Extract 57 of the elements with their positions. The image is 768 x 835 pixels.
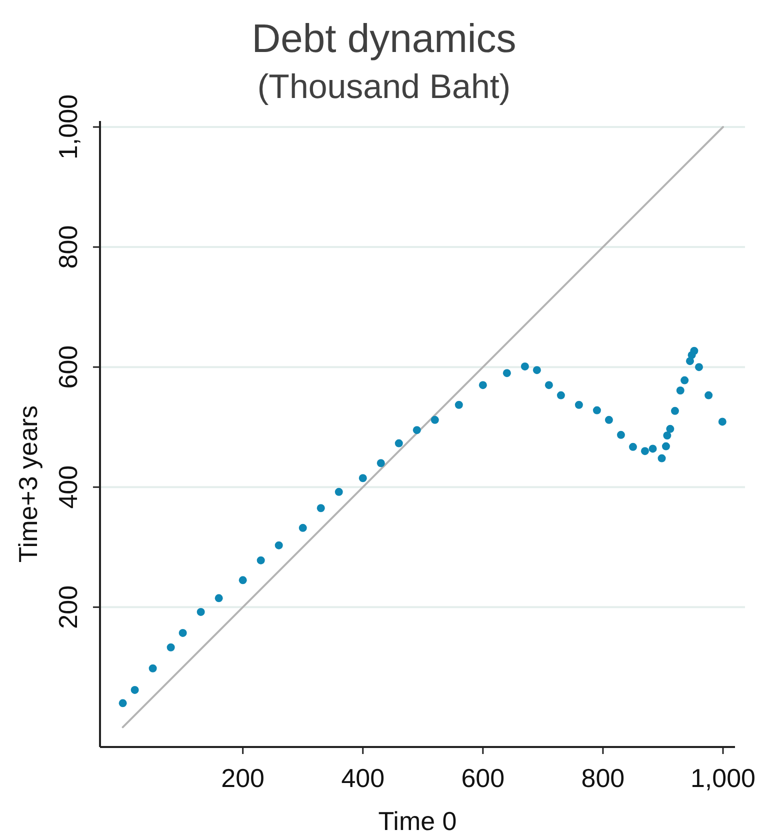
point: [148, 664, 157, 672]
point: [662, 442, 670, 450]
point: [574, 400, 583, 409]
point: [454, 400, 463, 409]
point: [592, 406, 601, 414]
point: [680, 376, 689, 384]
point: [520, 362, 529, 370]
x-axis-title: Time 0: [378, 806, 457, 835]
point: [694, 363, 703, 372]
point: [666, 424, 674, 433]
point: [556, 391, 565, 400]
point: [532, 366, 541, 374]
point: [478, 381, 487, 390]
point: [178, 628, 187, 637]
point: [544, 381, 553, 390]
point: [640, 447, 649, 456]
point: [704, 391, 713, 400]
point: [628, 442, 637, 451]
point: [376, 459, 385, 468]
point: [718, 418, 726, 426]
point: [214, 594, 223, 602]
point: [238, 576, 247, 584]
chart-title: Debt dynamics: [252, 17, 516, 61]
point: [604, 416, 613, 424]
point: [663, 432, 672, 440]
y-tick-label: 800: [53, 225, 83, 269]
point: [670, 406, 679, 415]
point: [648, 444, 657, 453]
y-tick-label: 1,000: [53, 94, 83, 160]
point: [256, 556, 265, 564]
point: [118, 699, 127, 708]
point: [196, 608, 205, 616]
y-tick-label: 600: [53, 345, 83, 389]
point: [298, 524, 307, 532]
point: [130, 686, 139, 694]
x-tick-label: 1,000: [690, 763, 756, 793]
x-tick-label: 400: [341, 763, 385, 793]
point: [430, 416, 439, 424]
point: [334, 488, 343, 496]
y-axis-title: Time+3 years: [13, 405, 43, 563]
point: [616, 430, 625, 439]
x-tick-label: 800: [581, 763, 625, 793]
point: [166, 643, 175, 652]
y-tick-label: 200: [53, 585, 83, 629]
chart-subtitle: (Thousand Baht): [257, 68, 511, 106]
point: [358, 474, 367, 482]
y-tick-label: 400: [53, 465, 83, 509]
point: [274, 541, 283, 550]
point: [316, 504, 325, 512]
point: [502, 369, 511, 378]
point: [676, 386, 684, 394]
point: [690, 346, 698, 355]
point: [412, 426, 421, 434]
point: [658, 454, 666, 462]
x-tick-label: 200: [221, 763, 265, 793]
point: [394, 439, 403, 448]
x-tick-label: 600: [461, 763, 505, 793]
